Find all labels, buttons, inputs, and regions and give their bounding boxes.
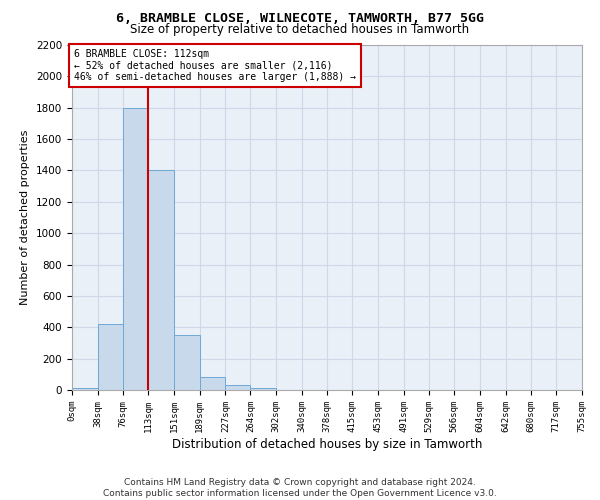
Bar (98, 324, 124, 390)
Bar (226, 386, 250, 390)
Bar (148, 170, 174, 390)
Text: Contains HM Land Registry data © Crown copyright and database right 2024.
Contai: Contains HM Land Registry data © Crown c… (103, 478, 497, 498)
Y-axis label: Number of detached properties: Number of detached properties (20, 130, 31, 305)
X-axis label: Distribution of detached houses by size in Tamworth: Distribution of detached houses by size … (172, 438, 482, 450)
Bar (72, 388, 98, 390)
Bar (174, 335, 200, 390)
Bar (200, 378, 226, 390)
Text: 6 BRAMBLE CLOSE: 112sqm
← 52% of detached houses are smaller (2,116)
46% of semi: 6 BRAMBLE CLOSE: 112sqm ← 52% of detache… (74, 49, 356, 82)
Text: 6, BRAMBLE CLOSE, WILNECOTE, TAMWORTH, B77 5GG: 6, BRAMBLE CLOSE, WILNECOTE, TAMWORTH, B… (116, 12, 484, 26)
Bar (124, 108, 148, 390)
Bar (250, 388, 276, 390)
Text: Size of property relative to detached houses in Tamworth: Size of property relative to detached ho… (130, 22, 470, 36)
